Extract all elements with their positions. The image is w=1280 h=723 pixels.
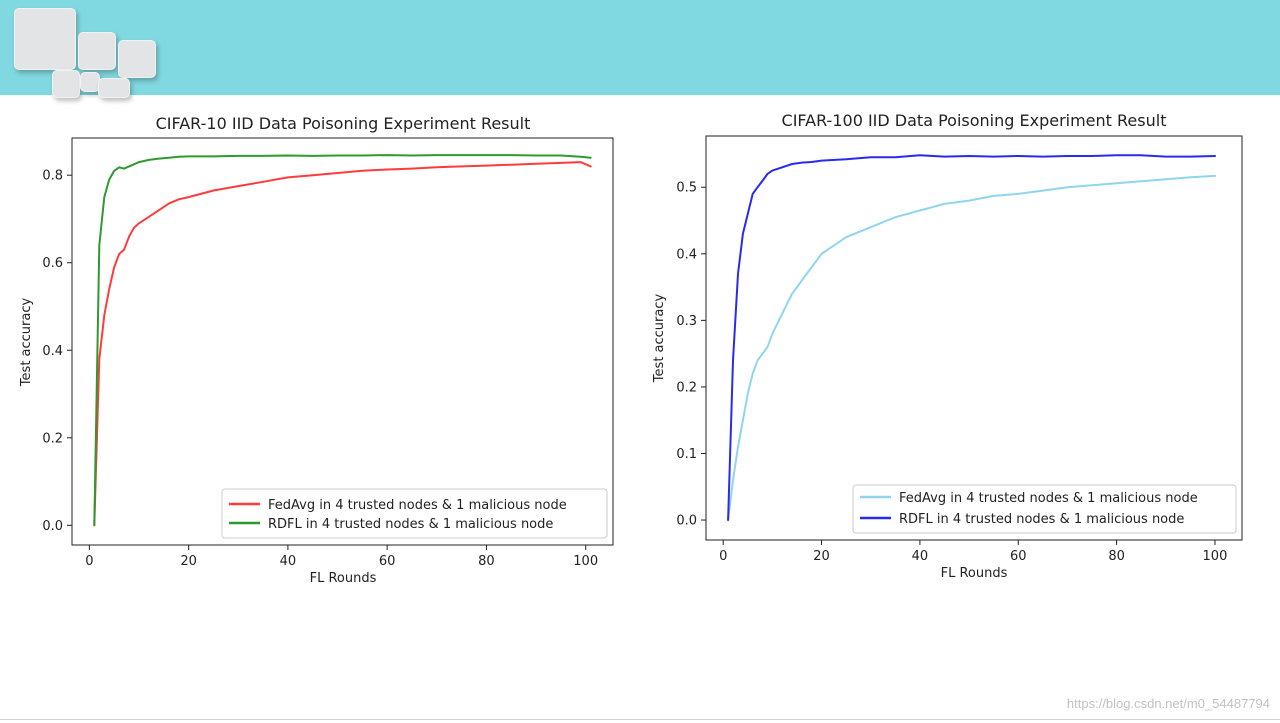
series-line-rdfl <box>727 154 1216 521</box>
legend-label-rdfl: RDFL in 4 trusted nodes & 1 malicious no… <box>899 512 1184 527</box>
legend-box <box>852 484 1237 534</box>
x-tick-label: 20 <box>180 554 197 569</box>
y-tick-label: 0.1 <box>676 447 697 462</box>
y-tick-label: 0.8 <box>42 169 63 184</box>
x-axis-label: FL Rounds <box>310 571 377 586</box>
header-banner <box>0 0 1280 98</box>
x-tick-label: 40 <box>912 549 929 564</box>
x-tick-label: 0 <box>85 554 93 569</box>
plot-frame <box>71 137 614 546</box>
axis-ticks: 0 20 40 60 80 100 0.0 0.1 0.2 0.3 0.4 0.5 <box>676 181 1227 564</box>
y-axis-label: Test accuracy <box>652 294 667 384</box>
y-tick-label: 0.4 <box>42 344 63 359</box>
legend-label-rdfl: RDFL in 4 trusted nodes & 1 malicious no… <box>268 517 553 532</box>
series-lines <box>727 154 1216 521</box>
legend-box <box>221 488 608 539</box>
x-tick-label: 100 <box>1203 549 1228 564</box>
logo-square-medium <box>78 32 116 70</box>
y-tick-label: 0.0 <box>676 514 697 529</box>
x-tick-label: 80 <box>478 554 495 569</box>
series-line-fedavg <box>727 174 1216 521</box>
legend: FedAvg in 4 trusted nodes & 1 malicious … <box>221 488 608 539</box>
logo-square-large <box>14 8 76 70</box>
legend: FedAvg in 4 trusted nodes & 1 malicious … <box>852 484 1237 534</box>
chart-title: CIFAR-10 IID Data Poisoning Experiment R… <box>156 114 531 133</box>
x-tick-label: 0 <box>719 549 727 564</box>
legend-label-fedavg: FedAvg in 4 trusted nodes & 1 malicious … <box>268 498 567 513</box>
y-tick-label: 0.4 <box>676 247 697 262</box>
x-tick-label: 60 <box>1010 549 1027 564</box>
x-tick-label: 40 <box>280 554 297 569</box>
legend-label-fedavg: FedAvg in 4 trusted nodes & 1 malicious … <box>899 491 1198 506</box>
y-tick-label: 0.2 <box>676 380 697 395</box>
y-tick-label: 0.6 <box>42 256 63 271</box>
x-tick-label: 20 <box>813 549 830 564</box>
logo-square-small <box>52 70 80 98</box>
axis-ticks: 0 20 40 60 80 100 0.0 0.2 0.4 0.6 0.8 <box>42 169 598 569</box>
x-tick-label: 80 <box>1108 549 1125 564</box>
bottom-divider <box>0 719 1280 720</box>
y-axis-label: Test accuracy <box>19 298 34 388</box>
watermark: https://blog.csdn.net/m0_54487794 <box>1066 696 1270 711</box>
series-line-fedavg <box>93 161 592 527</box>
series-line-rdfl <box>93 154 592 527</box>
logo-square-medium-right <box>118 40 156 78</box>
y-tick-label: 0.3 <box>676 314 697 329</box>
chart-title: CIFAR-100 IID Data Poisoning Experiment … <box>782 111 1167 130</box>
series-lines <box>93 154 592 527</box>
x-tick-label: 60 <box>379 554 396 569</box>
y-tick-label: 0.2 <box>42 431 63 446</box>
x-tick-label: 100 <box>573 554 598 569</box>
y-tick-label: 0.0 <box>42 519 63 534</box>
logo-square-small-right <box>98 78 130 98</box>
x-axis-label: FL Rounds <box>941 566 1008 581</box>
y-tick-label: 0.5 <box>676 181 697 196</box>
plot-frame <box>705 135 1243 541</box>
